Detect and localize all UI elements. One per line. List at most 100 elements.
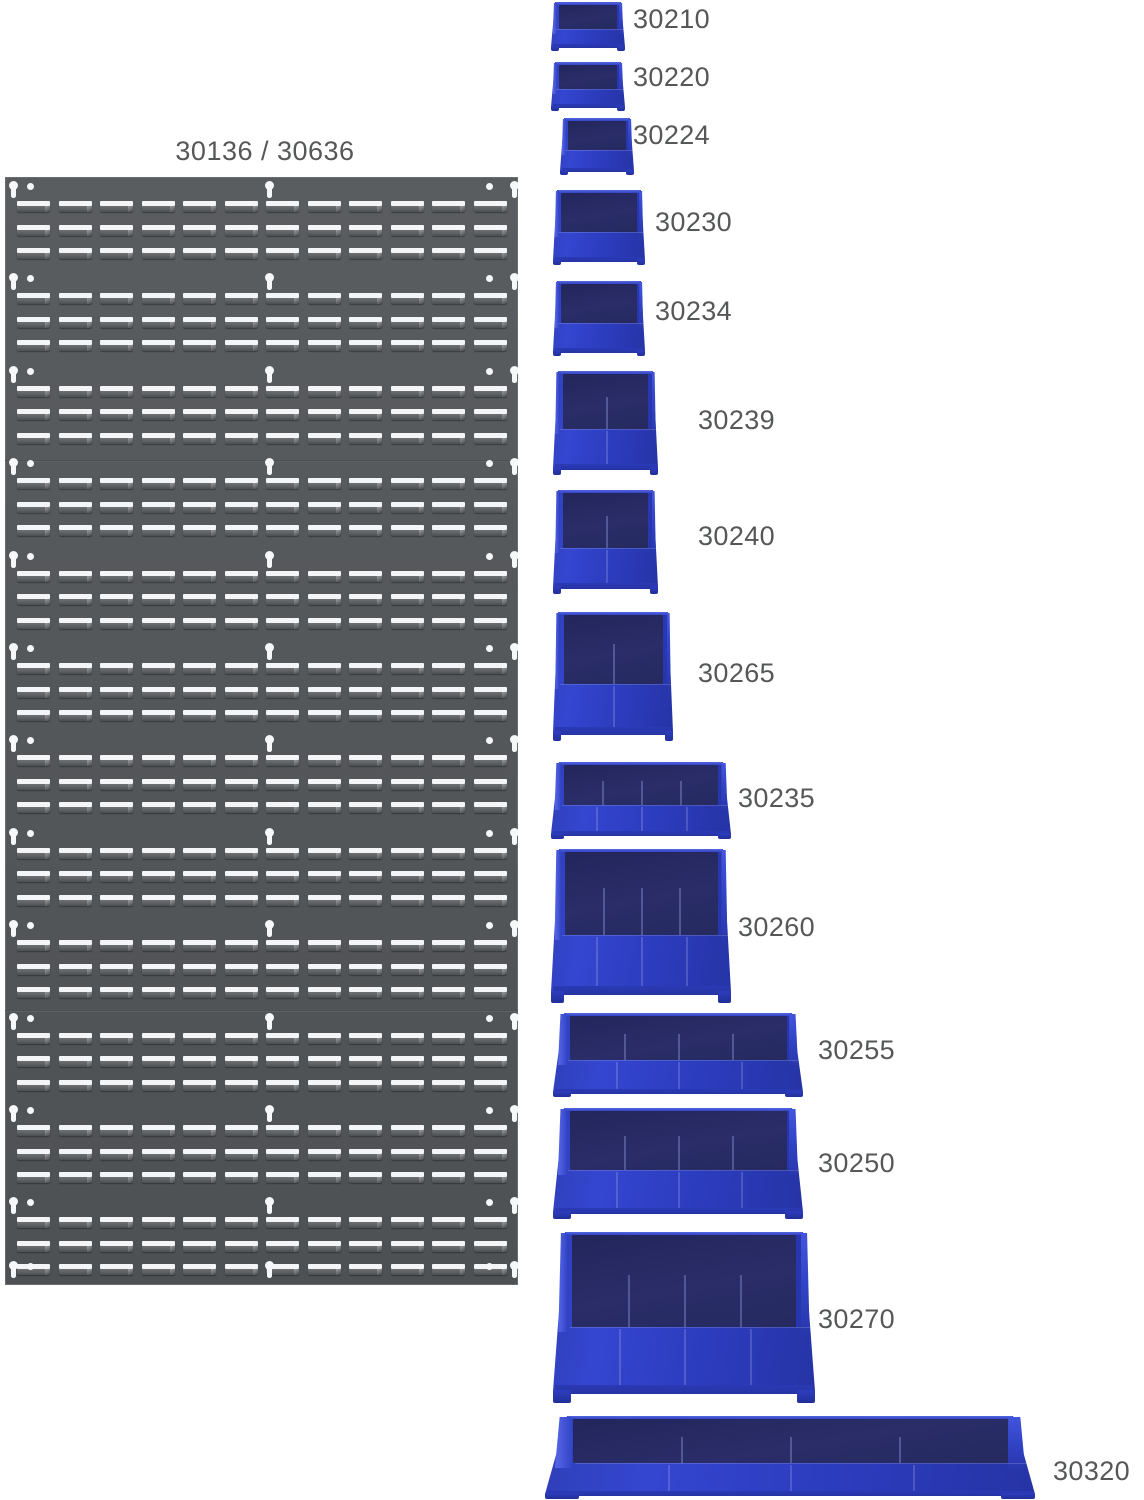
bin-base-rail <box>555 1384 813 1395</box>
panel-louver-slot <box>141 478 175 490</box>
bin-interior <box>561 284 637 323</box>
panel-louver-slot <box>432 385 465 397</box>
panel-louver-slot <box>141 710 175 721</box>
bin-top-edge <box>565 1232 803 1235</box>
panel-louver-slot <box>17 594 50 606</box>
bin-divider-rib <box>684 1274 686 1327</box>
panel-louver-slot <box>266 224 299 236</box>
panel-keyhole-slot <box>509 1197 518 1215</box>
bin-side-post <box>789 1014 799 1065</box>
panel-louver-slot <box>473 570 507 582</box>
panel-louver-slot <box>183 478 216 490</box>
bin-lip-rib <box>790 1465 792 1492</box>
bin-interior <box>564 852 718 935</box>
panel-louver-slot <box>390 1240 424 1252</box>
bin-lip-rib <box>596 807 598 832</box>
bin-side-post <box>651 372 656 434</box>
panel-louver-slot <box>224 1172 258 1183</box>
panel-louver-slot <box>432 686 465 698</box>
panel-louver-slot <box>432 1217 465 1229</box>
panel-screw-hole <box>486 1199 493 1207</box>
bin-label: 30224 <box>633 120 711 150</box>
bin-foot <box>1001 1493 1035 1499</box>
panel-louver-slot <box>390 987 424 999</box>
panel-louver-slot <box>307 501 341 513</box>
panel-louver-slot <box>141 385 175 397</box>
panel-louver-slot <box>58 1172 92 1183</box>
panel-louver-slot <box>473 432 507 444</box>
panel-louver-slot <box>349 686 382 698</box>
panel-louver-slot <box>100 894 133 906</box>
panel-louver-slot <box>17 1125 50 1136</box>
panel-louver-slot <box>266 594 299 606</box>
panel-louver-slot <box>390 1217 424 1229</box>
panel-louver-slot <box>473 501 507 513</box>
panel-louver-slot <box>141 1148 175 1160</box>
panel-louver-slot <box>432 802 465 814</box>
panel-louver-slot <box>100 409 133 421</box>
panel-louver-slot <box>17 248 50 259</box>
panel-louver-slot <box>100 686 133 698</box>
panel-keyhole-slot <box>509 1012 518 1030</box>
panel-louver-slot <box>473 847 507 859</box>
panel-louver-slot <box>17 432 50 444</box>
panel-screw-hole <box>486 1263 493 1270</box>
panel-louver-slot <box>266 617 299 629</box>
bin-foot <box>553 731 561 741</box>
panel-keyhole-slot <box>8 1012 19 1030</box>
panel-louver-slot <box>432 1125 465 1136</box>
bin-foot <box>551 106 559 111</box>
panel-louver-slot <box>141 1217 175 1229</box>
bin-side-post <box>554 1417 572 1468</box>
bin-foot <box>553 1211 571 1219</box>
storage-bin <box>551 62 625 112</box>
panel-louver-slot <box>58 1240 92 1252</box>
bin-foot <box>553 467 561 475</box>
bin-foot <box>553 1390 571 1403</box>
panel-louver-slot <box>17 340 50 352</box>
panel-louver-slot <box>141 847 175 859</box>
panel-louver-slot <box>224 1125 258 1136</box>
panel-louver-slot <box>266 1240 299 1252</box>
panel-louver-slot <box>100 617 133 629</box>
bin-lip-rib <box>615 1062 618 1090</box>
panel-louver-slot <box>224 663 258 674</box>
panel-louver-slot <box>307 940 341 952</box>
panel-louver-slot <box>100 432 133 444</box>
panel-louver-slot <box>141 1264 175 1276</box>
bin-side-post <box>651 491 656 553</box>
panel-louver-slot <box>390 710 424 721</box>
panel-louver-slot <box>266 963 299 975</box>
bin-interior <box>563 615 663 684</box>
panel-louver-slot <box>473 778 507 790</box>
bin-divider-rib <box>605 516 608 548</box>
panel-louver-slot <box>224 1079 258 1091</box>
panel-louver-slot <box>58 1032 92 1044</box>
bin-side-post <box>558 1233 568 1332</box>
panel-louver-slot <box>100 340 133 352</box>
panel-louver-slot <box>58 1264 92 1276</box>
storage-bin <box>545 1416 1035 1500</box>
panel-louver-slot <box>349 1125 382 1136</box>
panel-louver-slot <box>307 686 341 698</box>
panel-louver-slot <box>390 1056 424 1068</box>
bin-lip-rib <box>641 807 643 832</box>
panel-screw-hole <box>486 552 493 560</box>
panel-louver-slot <box>432 501 465 513</box>
panel-louver-slot <box>390 1125 424 1136</box>
panel-louver-slot <box>100 1172 133 1183</box>
panel-louver-slot <box>141 1240 175 1252</box>
panel-louver-slot <box>432 755 465 767</box>
panel-louver-slot <box>141 594 175 606</box>
panel-louver-slot <box>183 248 216 259</box>
panel-louver-slot <box>266 940 299 952</box>
panel-louver-slot <box>349 501 382 513</box>
panel-louver-slot <box>100 987 133 999</box>
panel-louver-slot <box>58 802 92 814</box>
panel-louver-slot <box>183 871 216 883</box>
panel-louver-slot <box>307 1148 341 1160</box>
bin-side-post <box>639 282 644 328</box>
panel-louver-slot <box>183 663 216 674</box>
panel-louver-slot <box>58 1217 92 1229</box>
panel-louver-slot <box>432 663 465 674</box>
